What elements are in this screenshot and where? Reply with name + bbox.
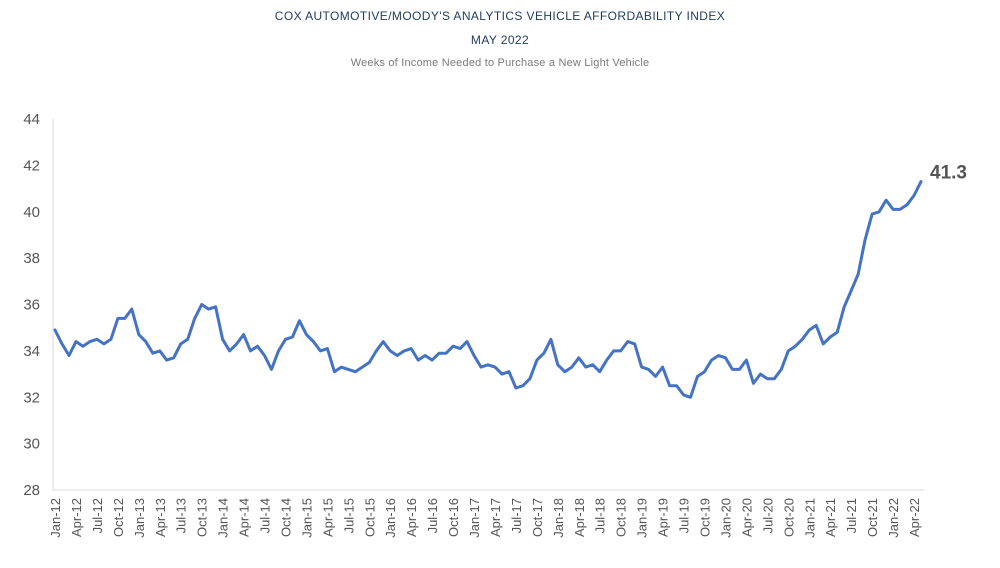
x-tick-label: Jan-14 [216,498,231,538]
x-tick-label: Apr-14 [237,498,252,537]
x-tick-label: Oct-18 [614,498,629,537]
x-tick-label: Apr-21 [823,498,838,537]
x-axis-ticks: Jan-12 Apr-12 Jul-12 Oct-12 Jan-13 Apr-13 Jul-… [48,498,922,538]
x-tick-label: Oct-16 [446,498,461,537]
x-tick-label: Oct-21 [865,498,880,537]
y-tick-label: 28 [23,482,40,499]
x-tick-label: Oct-20 [781,498,796,537]
chart-axes [52,119,924,491]
end-value-label: 41.3 [930,163,967,184]
chart-date: MAY 2022 [470,33,530,47]
x-tick-label: Apr-15 [320,498,335,537]
x-tick-label: Jan-20 [718,498,733,538]
x-tick-label: Jul-13 [174,498,189,533]
x-tick-label: Oct-19 [698,498,713,537]
x-tick-label: Jul-12 [90,498,105,533]
x-tick-label: Oct-12 [111,498,126,537]
x-tick-label: Jan-17 [467,498,482,538]
x-tick-label: Apr-12 [69,498,84,537]
x-tick-label: Jan-15 [299,498,314,538]
x-tick-label: Jan-22 [886,498,901,538]
y-tick-label: 30 [23,436,40,453]
x-tick-label: Apr-13 [153,498,168,537]
x-tick-label: Jan-13 [132,498,147,538]
y-tick-label: 34 [23,343,40,360]
x-tick-label: Jul-16 [425,498,440,533]
series-lines [53,180,923,399]
y-tick-label: 40 [23,204,40,221]
x-tick-label: Jul-15 [341,498,356,533]
y-tick-label: 32 [23,389,40,406]
chart-title: COX AUTOMOTIVE/MOODY'S ANALYTICS VEHICLE… [274,9,726,23]
x-tick-label: Jan-16 [383,498,398,538]
x-tick-label: Apr-18 [572,498,587,537]
x-tick-label: Apr-19 [656,498,671,537]
x-tick-label: Jul-21 [844,498,859,533]
x-tick-label: Jul-19 [677,498,692,533]
series-line [53,180,923,399]
x-tick-label: Apr-20 [739,498,754,537]
x-tick-label: Jan-21 [802,498,817,538]
x-tick-label: Apr-16 [404,498,419,537]
x-tick-label: Jan-18 [551,498,566,538]
y-tick-label: 38 [23,250,40,267]
x-tick-label: Oct-14 [278,498,293,537]
y-tick-label: 44 [23,111,40,128]
x-tick-label: Oct-15 [362,498,377,537]
x-tick-label: Apr-22 [907,498,922,537]
x-tick-label: Jan-19 [635,498,650,538]
x-tick-label: Apr-17 [488,498,503,537]
x-tick-label: Jan-12 [48,498,63,538]
x-tick-label: Oct-17 [530,498,545,537]
x-tick-label: Jul-18 [593,498,608,533]
y-tick-label: 36 [23,297,40,314]
y-tick-label: 42 [23,157,40,174]
chart-subtitle: Weeks of Income Needed to Purchase a New… [350,57,650,69]
x-tick-label: Jul-17 [509,498,524,533]
data-labels: 41.3 [930,163,967,184]
y-axis-ticks: 28 30 32 34 36 38 40 42 44 [23,111,40,499]
x-tick-label: Oct-13 [195,498,210,537]
x-tick-label: Jul-20 [760,498,775,533]
x-tick-label: Jul-14 [258,498,273,533]
